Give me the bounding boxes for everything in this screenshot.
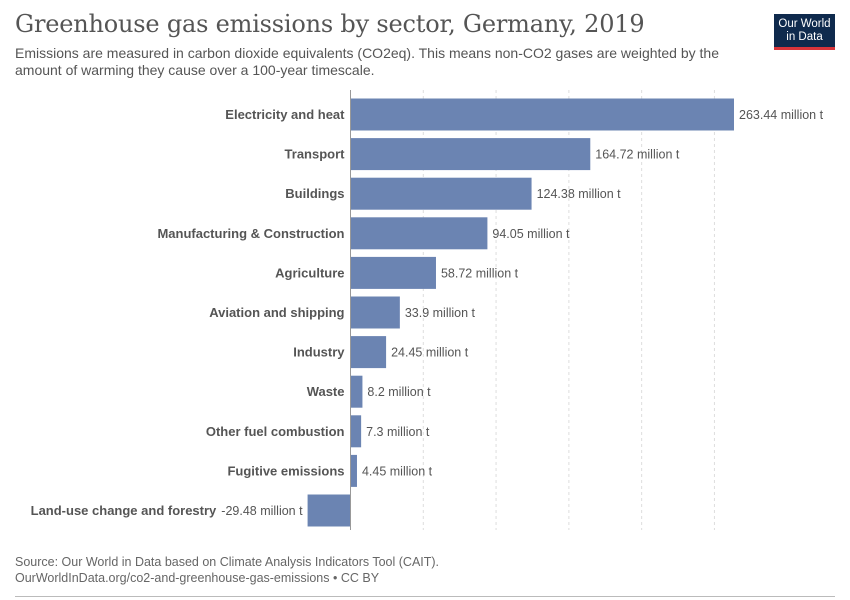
logo-line-2: in Data bbox=[786, 31, 823, 43]
value-label-waste: 8.2 million t bbox=[367, 385, 431, 399]
value-label-aviation-and-shipping: 33.9 million t bbox=[405, 306, 476, 320]
category-label-electricity-and-heat: Electricity and heat bbox=[225, 107, 345, 122]
chart-subtitle: Emissions are measured in carbon dioxide… bbox=[15, 45, 719, 78]
bar-fugitive-emissions[interactable] bbox=[350, 454, 357, 487]
bottom-divider bbox=[15, 596, 835, 597]
bar-chart: 263.44 million t Electricity and heat 164.… bbox=[31, 90, 824, 530]
value-label-electricity-and-heat: 263.44 million t bbox=[739, 108, 824, 122]
bar-waste[interactable] bbox=[350, 375, 363, 408]
category-label-transport: Transport bbox=[285, 147, 346, 162]
category-label-aviation-and-shipping: Aviation and shipping bbox=[209, 305, 344, 320]
value-label-land-use-change-and-forestry: -29.48 million t bbox=[221, 504, 303, 518]
bar-transport[interactable] bbox=[350, 138, 591, 171]
chart-footer: Source: Our World in Data based on Clima… bbox=[15, 554, 439, 586]
bar-buildings[interactable] bbox=[350, 177, 532, 210]
owid-logo[interactable]: Our World in Data bbox=[774, 14, 835, 50]
category-label-waste: Waste bbox=[307, 384, 345, 399]
chart-title: Greenhouse gas emissions by sector, Germ… bbox=[15, 10, 645, 38]
value-label-agriculture: 58.72 million t bbox=[441, 266, 519, 280]
bar-other-fuel-combustion[interactable] bbox=[350, 415, 362, 448]
bar-aviation-and-shipping[interactable] bbox=[350, 296, 400, 329]
category-label-agriculture: Agriculture bbox=[275, 265, 344, 280]
bar-agriculture[interactable] bbox=[350, 256, 436, 289]
source-note: Source: Our World in Data based on Clima… bbox=[15, 555, 440, 569]
bar-manufacturing-and-construction[interactable] bbox=[350, 217, 488, 250]
category-label-land-use-change-and-forestry: Land-use change and forestry bbox=[31, 503, 217, 518]
value-label-other-fuel-combustion: 7.3 million t bbox=[366, 425, 430, 439]
category-label-manufacturing-and-construction: Manufacturing & Construction bbox=[157, 226, 344, 241]
category-label-other-fuel-combustion: Other fuel combustion bbox=[206, 424, 345, 439]
bar-industry[interactable] bbox=[350, 336, 387, 369]
logo-stripe bbox=[774, 47, 835, 50]
value-label-transport: 164.72 million t bbox=[595, 148, 680, 162]
category-label-industry: Industry bbox=[293, 345, 345, 360]
bar-land-use-change-and-forestry[interactable] bbox=[307, 494, 351, 527]
bar-electricity-and-heat[interactable] bbox=[350, 98, 735, 131]
value-label-manufacturing-and-construction: 94.05 million t bbox=[492, 227, 570, 241]
category-label-fugitive-emissions: Fugitive emissions bbox=[227, 463, 344, 478]
value-label-buildings: 124.38 million t bbox=[537, 187, 622, 201]
category-label-buildings: Buildings bbox=[285, 186, 344, 201]
value-label-industry: 24.45 million t bbox=[391, 346, 469, 360]
source-url-license[interactable]: OurWorldInData.org/co2-and-greenhouse-ga… bbox=[15, 571, 380, 585]
value-label-fugitive-emissions: 4.45 million t bbox=[362, 464, 433, 478]
logo-line-1: Our World bbox=[778, 18, 831, 30]
